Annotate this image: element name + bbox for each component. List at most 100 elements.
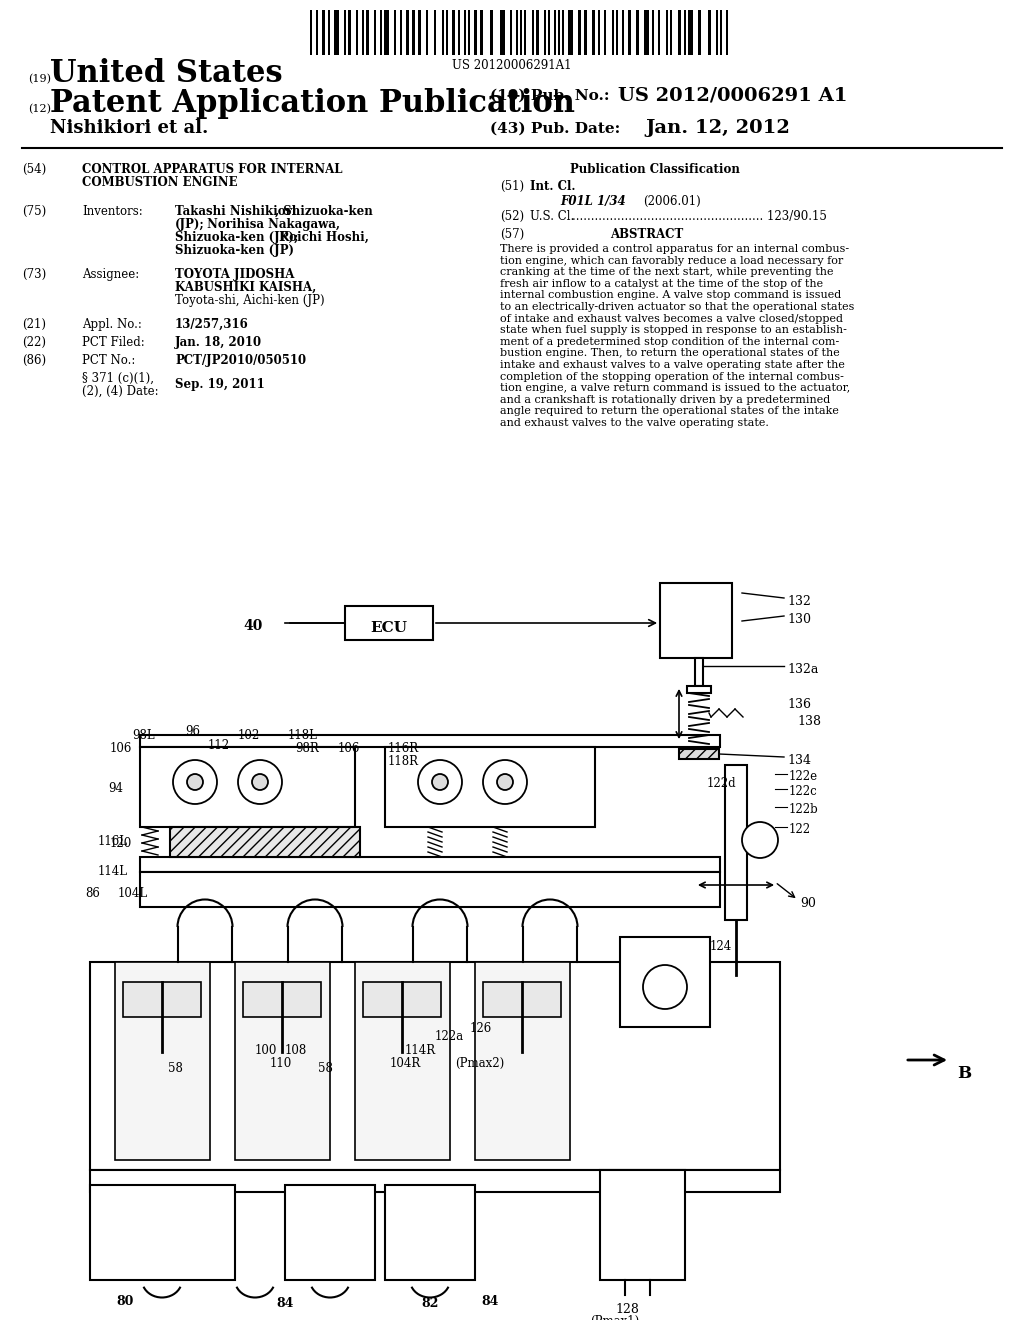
Text: (54): (54) bbox=[22, 162, 46, 176]
Text: Shizuoka-ken (JP);: Shizuoka-ken (JP); bbox=[175, 231, 298, 244]
Bar bbox=[687, 686, 711, 693]
Circle shape bbox=[742, 822, 778, 858]
Text: (JP);: (JP); bbox=[175, 218, 205, 231]
Circle shape bbox=[483, 760, 527, 804]
Bar bbox=[554, 11, 556, 55]
Bar bbox=[510, 11, 512, 55]
Bar bbox=[356, 11, 357, 55]
Bar bbox=[140, 873, 720, 907]
Text: 124: 124 bbox=[710, 940, 732, 953]
Text: (57): (57) bbox=[500, 228, 524, 242]
Bar bbox=[684, 11, 686, 55]
Text: 58: 58 bbox=[318, 1063, 333, 1074]
Bar bbox=[628, 11, 631, 55]
Bar bbox=[666, 11, 668, 55]
Bar bbox=[652, 11, 653, 55]
Text: PCT/JP2010/050510: PCT/JP2010/050510 bbox=[175, 354, 306, 367]
Bar bbox=[385, 747, 595, 828]
Bar bbox=[568, 11, 572, 55]
Circle shape bbox=[252, 774, 268, 789]
Text: 96: 96 bbox=[185, 725, 200, 738]
Bar bbox=[604, 11, 605, 55]
Text: PCT No.:: PCT No.: bbox=[82, 354, 135, 367]
Circle shape bbox=[418, 760, 462, 804]
Bar bbox=[636, 11, 639, 55]
Bar bbox=[406, 11, 410, 55]
Text: (Pmax2): (Pmax2) bbox=[455, 1057, 504, 1071]
Bar bbox=[366, 11, 370, 55]
Bar bbox=[616, 11, 617, 55]
Bar bbox=[725, 766, 746, 920]
Bar bbox=[380, 11, 382, 55]
Bar bbox=[384, 11, 389, 55]
Text: 128: 128 bbox=[615, 1303, 639, 1316]
Text: 120: 120 bbox=[110, 837, 132, 850]
Text: 122b: 122b bbox=[790, 803, 819, 816]
Text: (51): (51) bbox=[500, 180, 524, 193]
Bar bbox=[578, 11, 582, 55]
Text: Jan. 12, 2012: Jan. 12, 2012 bbox=[645, 119, 790, 137]
Text: Assignee:: Assignee: bbox=[82, 268, 139, 281]
Text: 122c: 122c bbox=[790, 785, 818, 799]
Bar bbox=[584, 11, 588, 55]
Bar bbox=[524, 11, 525, 55]
Bar bbox=[658, 11, 659, 55]
Bar bbox=[536, 11, 540, 55]
Text: 138: 138 bbox=[797, 715, 821, 729]
Text: 82: 82 bbox=[421, 1298, 438, 1309]
Text: 90: 90 bbox=[800, 898, 816, 909]
Bar bbox=[500, 11, 505, 55]
Bar bbox=[170, 828, 360, 857]
Bar bbox=[328, 11, 330, 55]
Bar bbox=[452, 11, 456, 55]
Text: (12): (12) bbox=[28, 104, 51, 114]
Bar bbox=[90, 1170, 780, 1192]
Text: 118R: 118R bbox=[388, 755, 419, 768]
Bar bbox=[310, 11, 311, 55]
Bar bbox=[385, 1185, 475, 1280]
Circle shape bbox=[173, 760, 217, 804]
Bar bbox=[115, 962, 210, 1160]
Text: US 20120006291A1: US 20120006291A1 bbox=[453, 59, 571, 73]
Text: (86): (86) bbox=[22, 354, 46, 367]
Text: United States: United States bbox=[50, 58, 283, 88]
Bar bbox=[598, 11, 600, 55]
Bar bbox=[412, 11, 416, 55]
Text: 132: 132 bbox=[787, 595, 811, 609]
Bar bbox=[90, 1185, 234, 1280]
Bar bbox=[334, 11, 339, 55]
Text: Appl. No.:: Appl. No.: bbox=[82, 318, 142, 331]
Bar bbox=[468, 11, 470, 55]
Text: Int. Cl.: Int. Cl. bbox=[530, 180, 575, 193]
Bar bbox=[483, 982, 561, 1016]
Text: 118L: 118L bbox=[288, 729, 317, 742]
Text: ECU: ECU bbox=[371, 620, 408, 635]
Bar bbox=[592, 11, 595, 55]
Text: 106: 106 bbox=[110, 742, 132, 755]
Text: 114R: 114R bbox=[406, 1044, 436, 1057]
Bar bbox=[123, 982, 201, 1016]
Bar bbox=[520, 11, 521, 55]
Text: ABSTRACT: ABSTRACT bbox=[610, 228, 683, 242]
Text: Publication Classification: Publication Classification bbox=[570, 162, 740, 176]
Text: 80: 80 bbox=[117, 1295, 134, 1308]
Text: 102: 102 bbox=[238, 729, 260, 742]
Text: 114L: 114L bbox=[98, 865, 128, 878]
Bar bbox=[140, 735, 720, 747]
Text: Toyota-shi, Aichi-ken (JP): Toyota-shi, Aichi-ken (JP) bbox=[175, 294, 325, 308]
Text: Takashi Nishikiori: Takashi Nishikiori bbox=[175, 205, 297, 218]
Text: 126: 126 bbox=[470, 1022, 493, 1035]
Text: 13/257,316: 13/257,316 bbox=[175, 318, 249, 331]
Text: (52): (52) bbox=[500, 210, 524, 223]
Circle shape bbox=[643, 965, 687, 1008]
Bar bbox=[644, 11, 649, 55]
Bar bbox=[600, 1170, 685, 1280]
Text: 110: 110 bbox=[270, 1057, 292, 1071]
Text: 116R: 116R bbox=[388, 742, 419, 755]
Bar bbox=[480, 11, 483, 55]
Bar bbox=[434, 11, 435, 55]
Text: (2006.01): (2006.01) bbox=[643, 195, 700, 209]
Text: 58: 58 bbox=[168, 1063, 183, 1074]
Text: Koichi Hoshi,: Koichi Hoshi, bbox=[275, 231, 369, 244]
Circle shape bbox=[432, 774, 449, 789]
